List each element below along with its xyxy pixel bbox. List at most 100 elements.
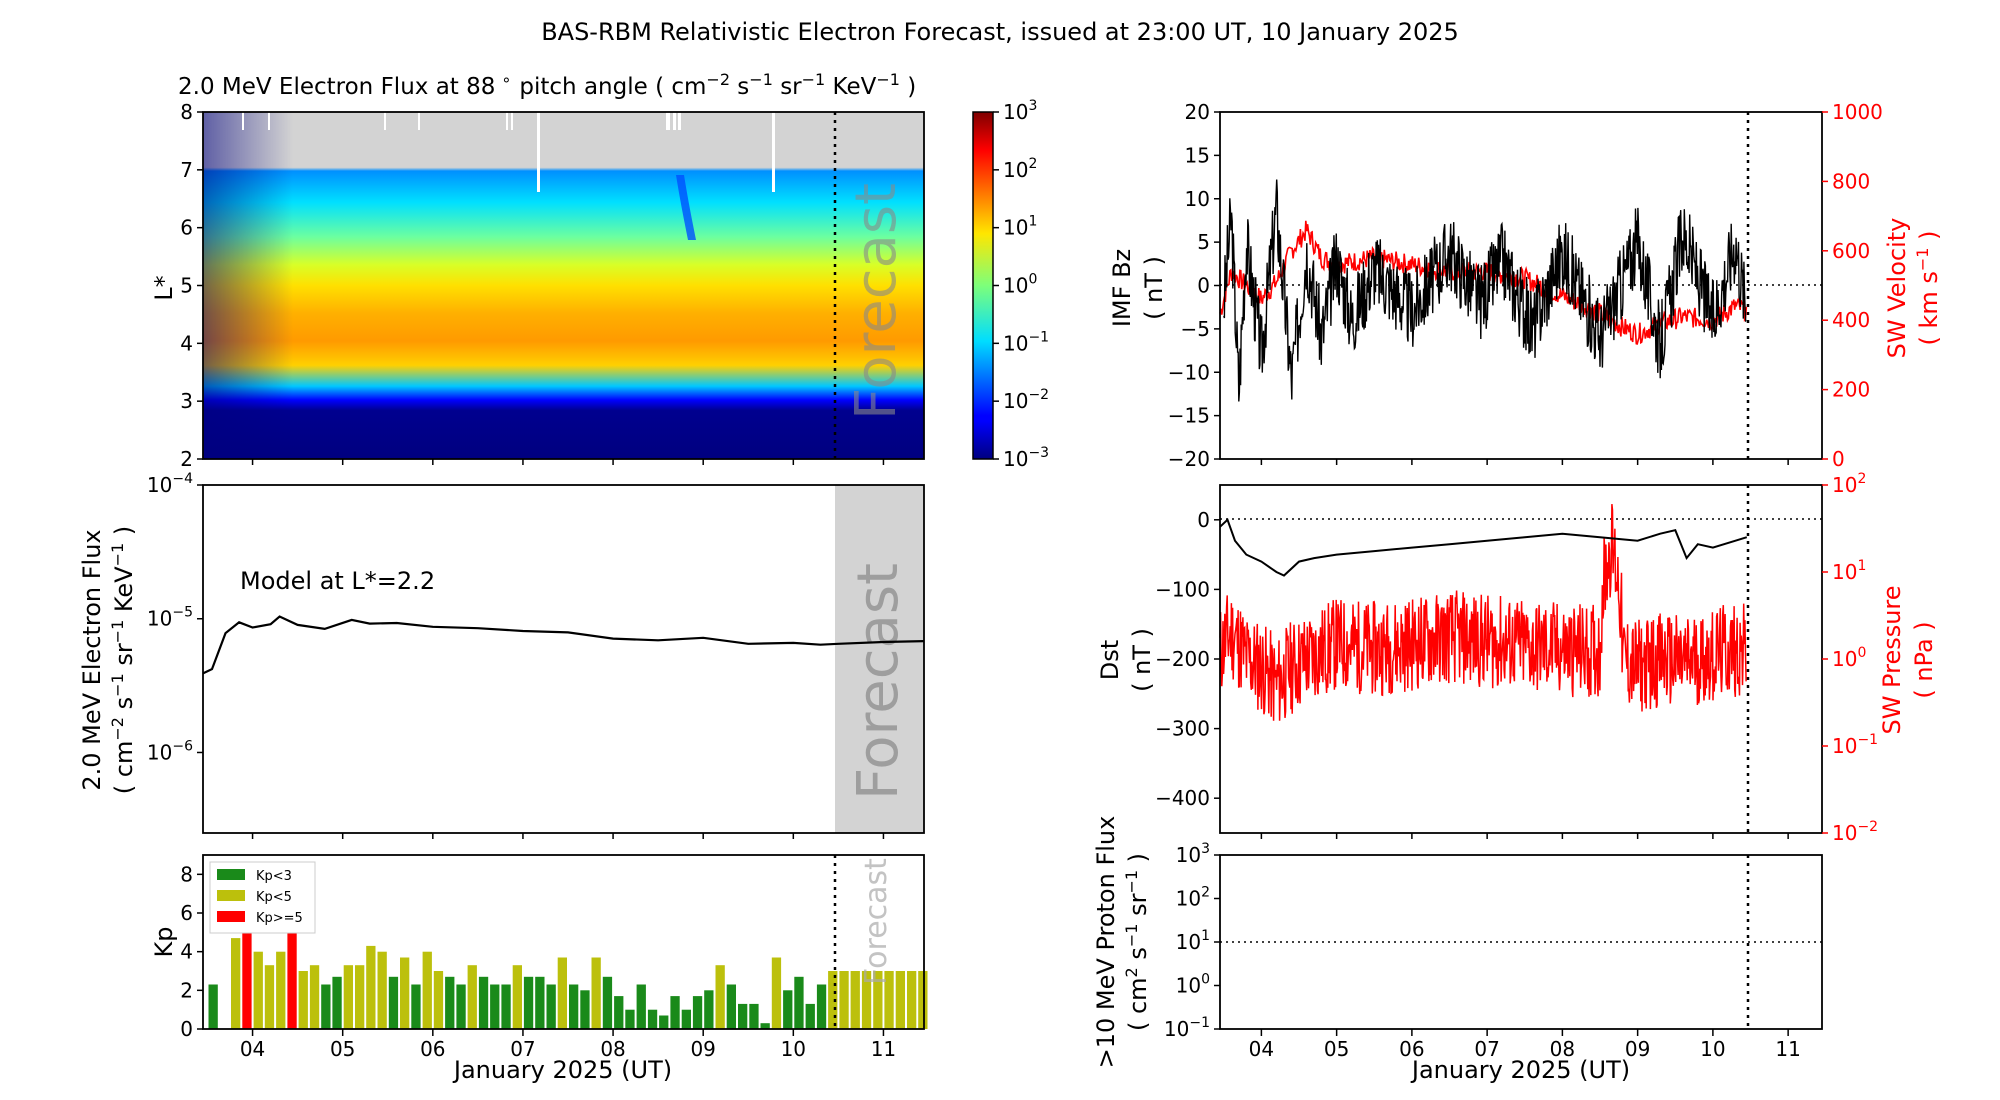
kp-bar (490, 984, 500, 1029)
kp-bar (298, 971, 308, 1029)
kp-bars (208, 932, 928, 1029)
dst-lines (1219, 504, 1748, 721)
kp-bar (231, 938, 241, 1029)
heatmap-data-gap (242, 112, 244, 130)
kp-x-tick-label: 06 (420, 1037, 445, 1061)
heatmap-y-tick-label: 6 (180, 216, 193, 240)
kp-bar (760, 1023, 770, 1029)
imf-y-tick-label: −10 (1168, 360, 1210, 384)
kp-bar (591, 957, 601, 1029)
heatmap-y-tick-label: 4 (180, 331, 193, 355)
proton-x-tick-label: 06 (1399, 1037, 1424, 1061)
kp-y-axis: 0 2 4 6 8 (180, 862, 203, 1041)
proton-y-axis: 10−1 100 101 102 103 (1164, 841, 1220, 1041)
sw-y-tick-label: 600 (1832, 239, 1870, 263)
kp-bar (355, 965, 365, 1029)
heatmap-forecast-label: Forecast (844, 183, 909, 420)
kp-bar (704, 990, 714, 1029)
kp-y-tick-label: 8 (180, 862, 193, 886)
dst-ylabel-unit: ( nT ) (1128, 628, 1156, 692)
pressure-y-tick-label: 10−2 (1832, 819, 1878, 845)
kp-bar (895, 971, 905, 1029)
kp-bar (816, 984, 827, 1029)
kp-x-tick-label: 11 (871, 1037, 896, 1061)
heatmap-data-gap (384, 112, 386, 130)
proton-y-tick-label: 10−1 (1164, 1015, 1210, 1041)
flux-series-line (202, 615, 925, 675)
heatmap-y-tick-label: 8 (180, 100, 193, 124)
kp-bar (422, 951, 432, 1029)
kp-bar (276, 951, 286, 1029)
dst-line (1219, 518, 1748, 577)
proton-x-tick-label: 07 (1474, 1037, 1499, 1061)
kp-bar (456, 984, 466, 1029)
kp-bar (467, 965, 477, 1029)
kp-bar (659, 1015, 669, 1029)
kp-bar (681, 1009, 691, 1029)
colorbar-tick-label: 100 (1003, 272, 1037, 298)
kp-bar (749, 1003, 759, 1029)
kp-bar (884, 971, 894, 1029)
heatmap-y-tick-label: 7 (180, 158, 193, 182)
proton-ylabel: >10 MeV Proton Flux (1092, 816, 1120, 1069)
kp-bar (636, 984, 646, 1029)
forecast-shade (835, 485, 924, 833)
kp-bar (873, 971, 883, 1029)
proton-x-tick-label: 09 (1625, 1037, 1650, 1061)
kp-bar (388, 976, 399, 1029)
kp-bar (850, 971, 860, 1029)
heatmap-ylabel: L* (150, 275, 178, 300)
dst-y-tick-label: 0 (1197, 508, 1210, 532)
kp-x-tick-label: 08 (600, 1037, 625, 1061)
kp-bar (400, 957, 410, 1029)
dst-y-tick-label: −400 (1155, 786, 1210, 810)
kp-bar (208, 984, 218, 1029)
heatmap-inner-boundary (203, 112, 293, 459)
kp-bar (580, 990, 590, 1029)
kp-bar (907, 971, 917, 1029)
kp-legend: Kp<3 Kp<5 Kp>=5 (209, 861, 316, 934)
flux-heatmap-panel: 2.0 MeV Electron Flux at 88 ∘ pitch angle … (150, 70, 1049, 471)
proton-ylabel-units: ( cm2 s−1 sr−1 ) (1122, 853, 1152, 1031)
sw-pressure-line (1219, 504, 1747, 721)
dst-left-axis: 0 −100 −200 −300 −400 (1155, 508, 1220, 810)
kp-bar (512, 965, 522, 1029)
imf-ylabel: IMF Bz (1108, 249, 1136, 327)
kp-bar (828, 971, 838, 1029)
kp-x-axis: 04 05 06 07 08 09 10 11 (240, 459, 896, 1061)
flux-line-panel: Forecast Model at L*=2.2 10−6 10−5 10−4 2.… (78, 471, 925, 834)
kp-y-tick-label: 0 (180, 1017, 193, 1041)
kp-y-tick-label: 4 (180, 940, 193, 964)
proton-x-tick-label: 10 (1700, 1037, 1725, 1061)
flux-ylabel: 2.0 MeV Electron Flux (78, 529, 106, 790)
heatmap-data-gap (772, 112, 775, 192)
proton-x-axis: 04 05 06 07 08 09 10 11 (1249, 1029, 1801, 1061)
colorbar-tick-label: 103 (1003, 98, 1037, 124)
kp-bar (625, 1009, 635, 1029)
flux-line (202, 615, 925, 675)
sw-y-tick-label: 0 (1832, 447, 1845, 471)
dst-y-tick-label: −200 (1155, 647, 1210, 671)
heatmap-y-tick-label: 5 (180, 274, 193, 298)
kp-bar (433, 971, 444, 1029)
kp-bar (287, 932, 297, 1029)
kp-bar (715, 965, 725, 1029)
heatmap-data-gap (418, 112, 420, 130)
kp-bar (794, 976, 804, 1029)
sw-velocity-ylabel: SW Velocity (1883, 218, 1911, 359)
heatmap-data-gap (506, 112, 508, 130)
kp-bar (839, 971, 849, 1029)
colorbar-ticks: 10−3 10−2 10−1 100 101 102 103 (993, 98, 1049, 471)
kp-bar (726, 984, 736, 1029)
kp-bar (647, 1009, 658, 1029)
kp-bar (332, 976, 342, 1029)
heatmap-image (203, 112, 924, 459)
dst-x-ticks (1260, 833, 1789, 839)
imf-y-tick-label: 15 (1185, 143, 1210, 167)
pressure-ylabel: SW Pressure (1878, 585, 1906, 734)
dst-ylabel: Dst (1096, 640, 1124, 680)
kp-ylabel: Kp (150, 927, 178, 958)
heatmap-y-axis: 2 3 4 5 6 7 8 (180, 100, 203, 471)
kp-bar (343, 965, 353, 1029)
